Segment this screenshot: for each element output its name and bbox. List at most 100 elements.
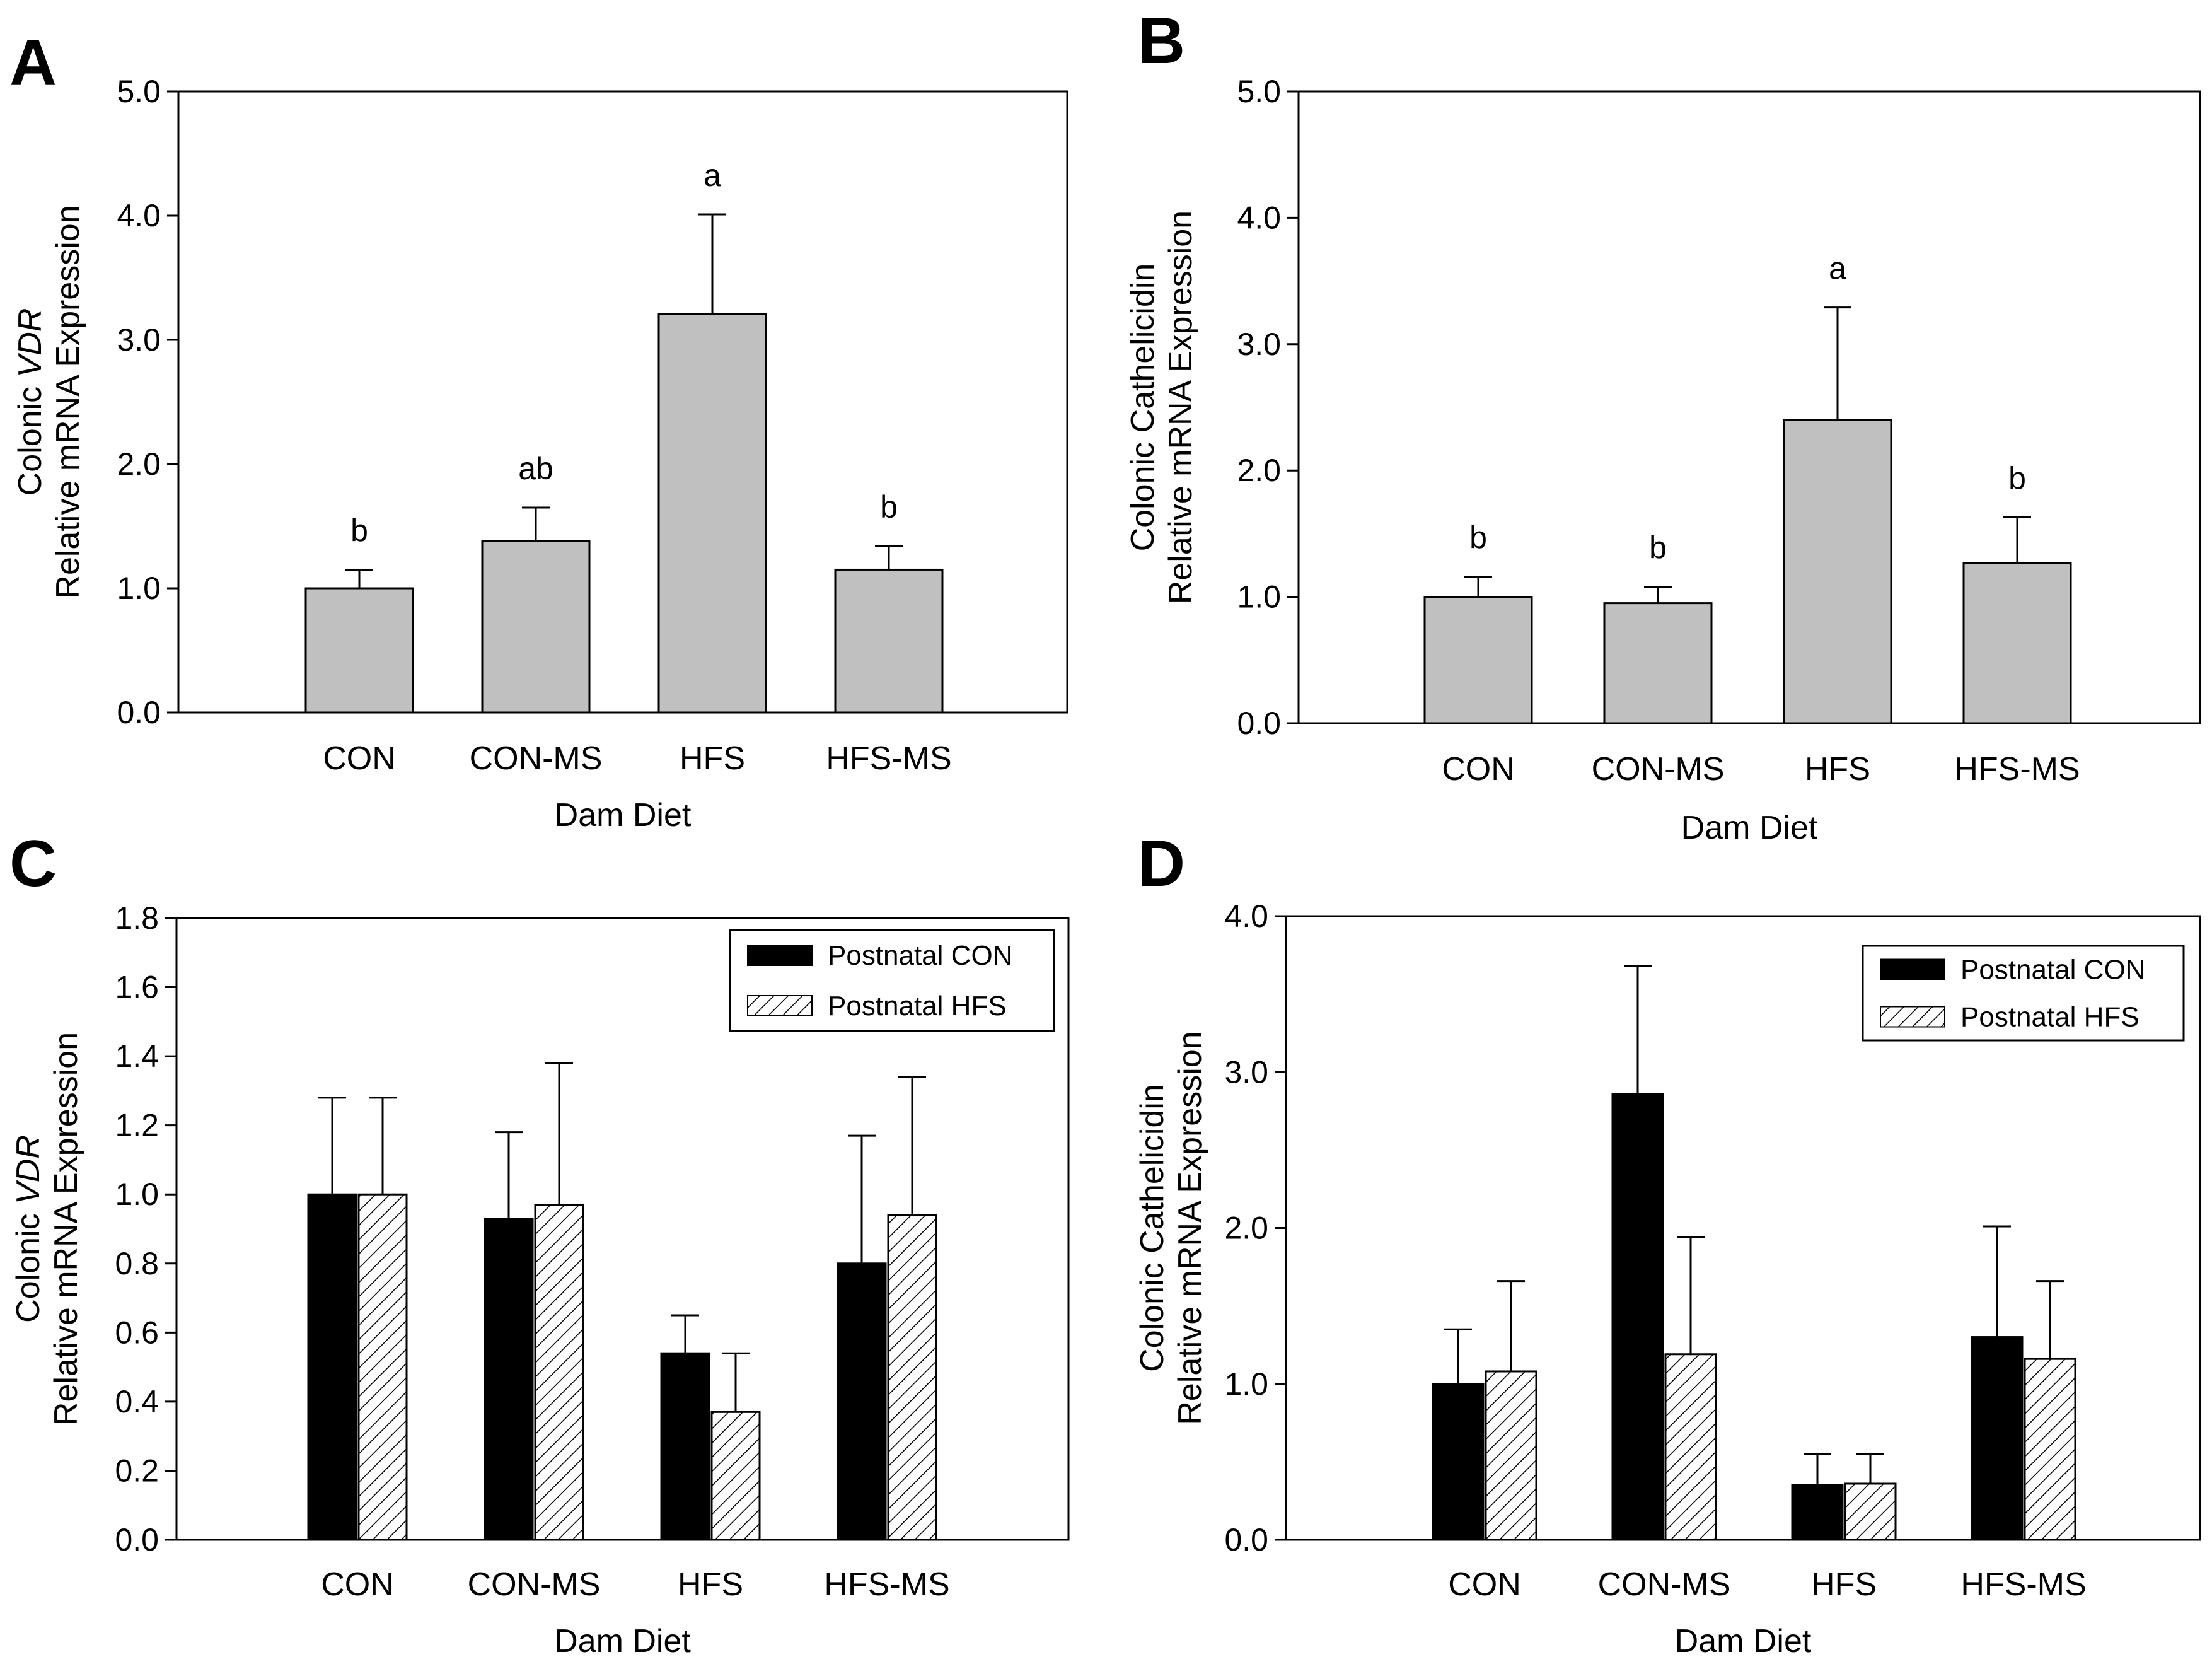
y-tick-label: 3.0 xyxy=(117,322,161,358)
y-tick-label: 0.2 xyxy=(115,1453,159,1488)
y-tick-label: 1.0 xyxy=(115,1177,159,1212)
bar-postnatal-hfs-con xyxy=(357,1193,408,1541)
y-tick-label: 0.6 xyxy=(115,1315,159,1350)
y-tick-label: 0.0 xyxy=(1224,1522,1268,1557)
y-axis-title-prefix: Colonic xyxy=(12,377,49,496)
bar-hfs-ms xyxy=(1962,561,2072,724)
y-tick-label: 5.0 xyxy=(1237,74,1281,109)
y-tick-label: 4.0 xyxy=(1224,899,1268,934)
panel-letter: A xyxy=(9,26,57,100)
y-axis-title-line2: Relative mRNA Expression xyxy=(48,1032,84,1426)
bar-postnatal-hfs-con-ms xyxy=(1664,1353,1717,1541)
y-axis-title-prefix: Colonic Cathelicidin xyxy=(1134,1084,1171,1372)
x-axis-title: Dam Diet xyxy=(555,797,692,834)
bar-postnatal-hfs-hfs xyxy=(710,1411,761,1541)
y-axis-title-gene: VDR xyxy=(12,308,49,378)
significance-label: a xyxy=(704,158,721,193)
bar-hfs xyxy=(1783,419,1892,724)
significance-label: b xyxy=(1649,530,1667,566)
x-tick-label-con: CON xyxy=(1448,1566,1521,1603)
y-tick-label: 1.8 xyxy=(115,900,159,936)
y-axis-title-line2: Relative mRNA Expression xyxy=(50,205,86,598)
y-tick-label: 4.0 xyxy=(1237,200,1281,235)
x-tick-label-hfs-ms: HFS-MS xyxy=(1960,1566,2086,1603)
bar-con-ms xyxy=(1603,602,1713,724)
legend-swatch-postnatal-con xyxy=(747,945,813,966)
bar-postnatal-con-con xyxy=(1432,1383,1485,1541)
x-tick-label-hfs: HFS xyxy=(1811,1566,1877,1603)
x-tick-label-hfs-ms: HFS-MS xyxy=(826,740,951,777)
x-tick-label-hfs-ms: HFS-MS xyxy=(824,1566,949,1603)
panel-a: A 0.0 1.0 2.0 3.0 4.0 5.0 CON CON-MS HFS HFS-MS Dam… xyxy=(9,26,1068,834)
x-tick-label-hfs: HFS xyxy=(680,740,745,777)
bar-postnatal-hfs-con xyxy=(1485,1370,1537,1541)
panel-letter: B xyxy=(1138,4,1185,78)
bar-con-ms xyxy=(481,540,591,714)
y-axis-title-line1: Colonic Cathelicidin xyxy=(1134,1084,1171,1372)
x-tick-label-con-ms: CON-MS xyxy=(1598,1566,1731,1603)
y-tick-label: 1.0 xyxy=(1224,1366,1268,1402)
bar-postnatal-hfs-hfs-ms xyxy=(2024,1358,2076,1541)
x-tick-label-con: CON xyxy=(321,1566,394,1603)
significance-label: b xyxy=(350,513,368,548)
y-axis-title-line1: Colonic VDR xyxy=(10,1135,47,1323)
y-axis-title-line1: Colonic VDR xyxy=(12,308,49,496)
y-axis-title-line2: Relative mRNA Expression xyxy=(1172,1031,1208,1424)
y-tick-label: 2.0 xyxy=(117,446,161,482)
y-tick-label: 1.6 xyxy=(115,970,159,1005)
y-tick-label: 0.0 xyxy=(117,695,161,730)
y-axis-title-line1: Colonic Cathelicidin xyxy=(1125,264,1161,552)
legend-label-postnatal-con: Postnatal CON xyxy=(828,940,1012,971)
panel-b: B 0.0 1.0 2.0 3.0 4.0 5.0 CON CON-MS HFS HFS-MS Dam… xyxy=(1125,4,2201,846)
y-tick-label: 3.0 xyxy=(1237,327,1281,362)
y-axis-title-line2: Relative mRNA Expression xyxy=(1162,211,1199,604)
bar-postnatal-con-con-ms xyxy=(1611,1093,1664,1541)
x-tick-label-con: CON xyxy=(1442,751,1515,788)
bar-postnatal-con-hfs xyxy=(1791,1484,1844,1541)
bar-postnatal-hfs-hfs xyxy=(1844,1482,1897,1541)
y-tick-label: 3.0 xyxy=(1224,1054,1268,1090)
y-tick-label: 2.0 xyxy=(1237,453,1281,488)
x-tick-label-con-ms: CON-MS xyxy=(470,740,603,777)
bar-postnatal-con-con-ms xyxy=(484,1218,534,1541)
legend-swatch-postnatal-con xyxy=(1880,958,1945,980)
bar-con xyxy=(304,587,414,714)
y-axis-title-gene: VDR xyxy=(10,1135,47,1204)
y-tick-label: 0.8 xyxy=(115,1246,159,1281)
legend-swatch-postnatal-hfs xyxy=(747,995,813,1016)
bar-postnatal-con-hfs xyxy=(660,1352,710,1541)
x-axis-title: Dam Diet xyxy=(1681,810,1818,846)
legend: Postnatal CON Postnatal HFS xyxy=(729,929,1055,1032)
x-tick-label-con-ms: CON-MS xyxy=(468,1566,601,1603)
y-axis-title-prefix: Colonic xyxy=(10,1204,47,1323)
panel-letter: D xyxy=(1138,827,1185,900)
bar-postnatal-con-hfs-ms xyxy=(1971,1336,2024,1541)
significance-label: ab xyxy=(518,451,553,486)
significance-label: b xyxy=(880,489,898,525)
x-axis-title: Dam Diet xyxy=(554,1623,691,1660)
x-tick-label-con: CON xyxy=(323,740,396,777)
x-tick-label-hfs: HFS xyxy=(1805,751,1870,788)
panel-c: C 0.0 0.2 0.4 0.6 0.8 1.0 1.2 1.4 1.6 1.8 CON CON-MS… xyxy=(9,827,1070,1660)
y-tick-label: 4.0 xyxy=(117,198,161,233)
legend-label-postnatal-hfs: Postnatal HFS xyxy=(828,991,1007,1021)
bar-postnatal-con-hfs-ms xyxy=(837,1262,887,1541)
y-tick-label: 1.0 xyxy=(1237,579,1281,615)
y-tick-label: 1.0 xyxy=(117,571,161,606)
significance-label: b xyxy=(2008,460,2026,496)
x-axis-title: Dam Diet xyxy=(1675,1623,1812,1660)
y-tick-label: 0.4 xyxy=(115,1384,159,1419)
y-tick-label: 0.0 xyxy=(115,1522,159,1557)
significance-label: a xyxy=(1829,251,1846,286)
y-tick-label: 0.0 xyxy=(1237,706,1281,741)
x-tick-label-hfs-ms: HFS-MS xyxy=(1954,751,2080,788)
bar-hfs xyxy=(657,313,767,714)
bar-postnatal-hfs-hfs-ms xyxy=(887,1214,937,1541)
plot-frame xyxy=(177,90,1068,714)
x-tick-label-hfs: HFS xyxy=(678,1566,743,1603)
y-tick-label: 1.2 xyxy=(115,1108,159,1143)
bar-postnatal-hfs-con-ms xyxy=(534,1204,584,1541)
panel-d: D 0.0 1.0 2.0 3.0 4.0 CON CON-MS HFS HFS-MS Dam Di… xyxy=(1134,827,2201,1660)
y-tick-label: 1.4 xyxy=(115,1039,159,1074)
